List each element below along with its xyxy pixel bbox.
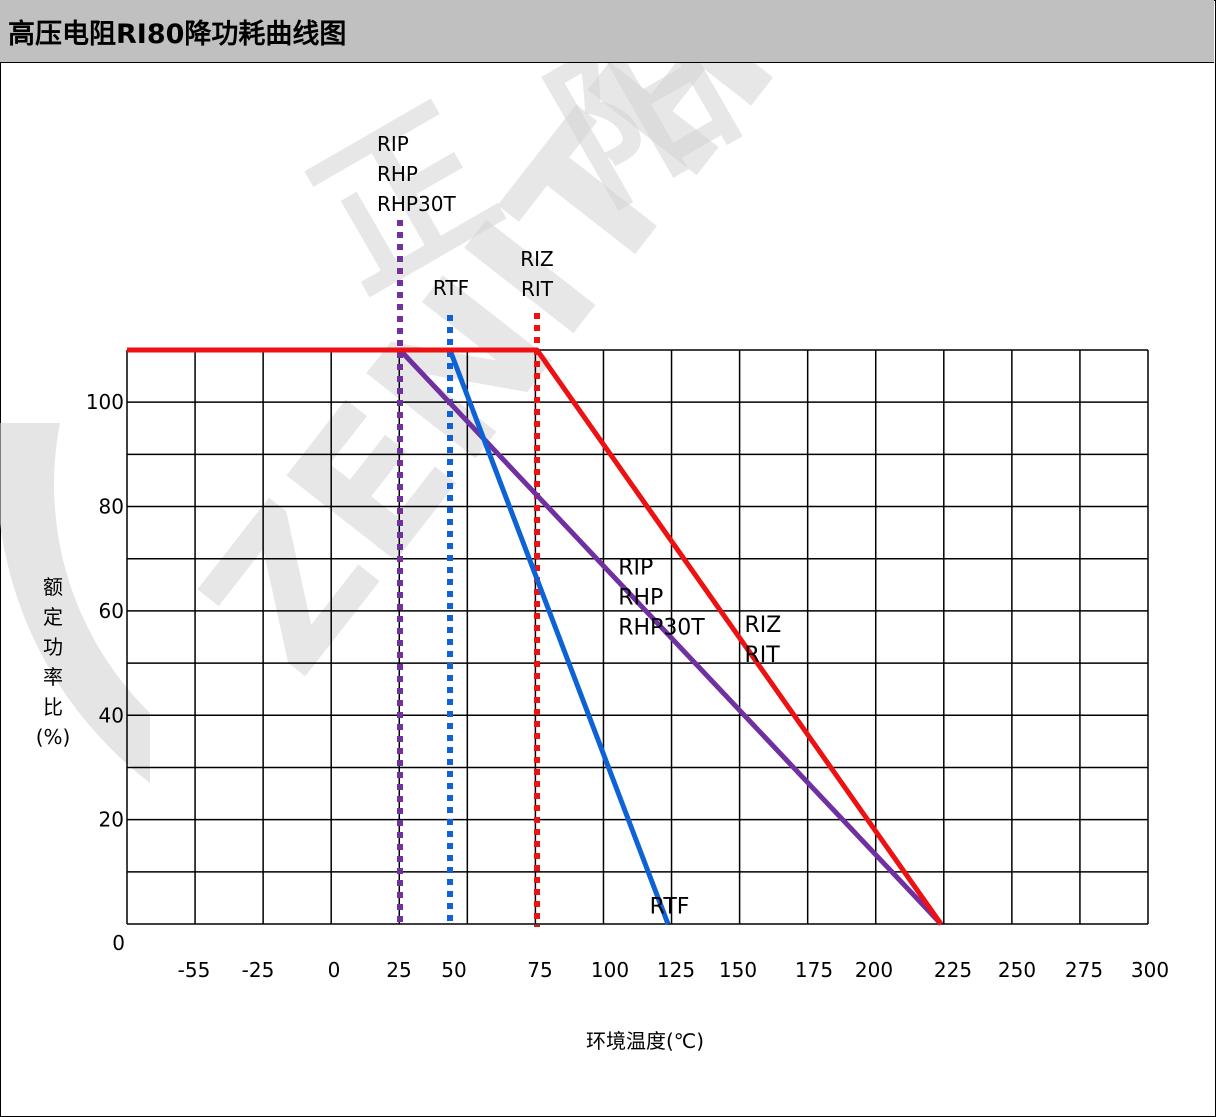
x-tick-label: 100	[591, 958, 629, 982]
y-axis-label: 定	[43, 605, 63, 629]
curve-annotation: RIP	[618, 555, 653, 580]
x-tick-label: 250	[998, 958, 1036, 982]
y-tick-label: 0	[112, 931, 125, 955]
curve-annotation: RHP	[618, 585, 663, 610]
x-tick-label: 50	[441, 958, 466, 982]
y-tick-label: 20	[99, 808, 124, 832]
chart-title: 高压电阻RI80降功耗曲线图	[8, 19, 347, 50]
chart-labels: -55 -25 0 25 50 75 100 125 150 175 200 225 250 275 300…	[36, 132, 1169, 1053]
x-tick-label: 300	[1131, 958, 1169, 982]
y-tick-label: 100	[86, 390, 124, 414]
x-tick-label: 275	[1065, 958, 1103, 982]
x-tick-label: 25	[386, 958, 411, 982]
derating-curves	[127, 347, 944, 926]
curve-annotation: RIZ	[744, 613, 781, 638]
threshold-label: RHP30T	[377, 192, 456, 216]
y-axis-label: 功	[43, 635, 63, 659]
curve-annotation: RHP30T	[618, 615, 705, 640]
x-tick-label: -55	[178, 958, 211, 982]
threshold-label: RHP	[377, 162, 418, 186]
x-tick-label: -25	[242, 958, 275, 982]
y-tick-label: 60	[99, 599, 124, 623]
x-tick-label: 150	[719, 958, 757, 982]
y-axis-label: (%)	[36, 725, 71, 749]
curve-annotation: RIT	[744, 643, 780, 668]
threshold-lines	[397, 220, 540, 927]
derating-curve	[127, 347, 944, 926]
watermark-logo-arc	[0, 423, 150, 783]
curve-annotation: RTF	[650, 895, 690, 920]
y-tick-label: 40	[99, 703, 124, 727]
x-tick-label: 225	[934, 958, 972, 982]
x-tick-label: 75	[527, 958, 552, 982]
y-tick-label: 80	[99, 495, 124, 519]
y-axis-label: 额	[43, 575, 63, 599]
threshold-label: RTF	[433, 276, 469, 300]
y-axis-label: 比	[43, 695, 63, 719]
x-tick-label: 125	[657, 958, 695, 982]
x-tick-label: 0	[328, 958, 341, 982]
x-axis-label: 环境温度(℃)	[586, 1029, 704, 1053]
threshold-label: RIP	[377, 132, 409, 156]
x-tick-label: 200	[855, 958, 893, 982]
threshold-label: RIZ	[520, 247, 554, 271]
x-tick-label: 175	[795, 958, 833, 982]
title-bar: 高压电阻RI80降功耗曲线图	[0, 0, 1214, 63]
threshold-label: RIT	[521, 277, 554, 301]
y-axis-label: 率	[43, 665, 63, 689]
